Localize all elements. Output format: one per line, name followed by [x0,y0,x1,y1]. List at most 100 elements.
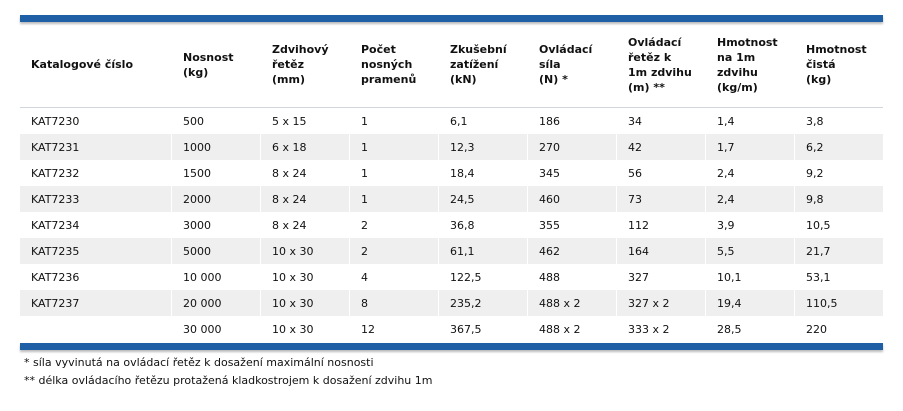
table-cell: KAT7236 [20,264,171,290]
table-cell: 112 [617,212,705,238]
table-cell: 10 x 30 [261,238,349,264]
table-cell: 12,3 [439,134,527,160]
table-cell: 9,8 [795,186,883,212]
table-cell: 18,4 [439,160,527,186]
table-cell: 8 [350,290,438,316]
header-separator [20,107,883,108]
header-text: zdvihu [717,65,758,79]
table-cell: 8 x 24 [261,212,349,238]
header-text: (kg) [806,73,832,86]
table-cell: 110,5 [795,290,883,316]
header-text: (m) ** [628,80,665,94]
table-cell: 5 x 15 [261,108,349,134]
table-cell: 460 [528,186,616,212]
table-cell: 462 [528,238,616,264]
table-cell: 61,1 [439,238,527,264]
table-cell: 20 000 [172,290,260,316]
header-text: Zkušební [450,43,507,56]
table-cell: 8 x 24 [261,160,349,186]
header-cell: Zkušební zatížení (kN) [439,22,527,107]
header-text: řetěz k [628,50,672,64]
header-cell: Počet nosných pramenů [350,22,438,107]
top-bar [20,15,883,22]
table-cell: 500 [172,108,260,134]
header-text: (kg) [183,65,209,79]
table-cell: 1000 [172,134,260,160]
table-cell: 186 [528,108,616,134]
table-cell: 345 [528,160,616,186]
table-cell: KAT7230 [20,108,171,134]
table-cell: 2,4 [706,160,794,186]
table-cell: 1,7 [706,134,794,160]
table-cell: 24,5 [439,186,527,212]
table-cell: 1500 [172,160,260,186]
table-cell: 42 [617,134,705,160]
table-cell: KAT7231 [20,134,171,160]
table-cell: 12 [350,316,438,342]
table-cell: 4 [350,264,438,290]
table-cell: KAT7237 [20,290,171,316]
table-cell: 367,5 [439,316,527,342]
table-cell: 8 x 24 [261,186,349,212]
header-cell: Katalogové číslo [20,22,171,107]
table-cell: 53,1 [795,264,883,290]
header-text: Zdvihový [272,43,329,56]
header-text: Hmotnost [717,35,778,49]
header-cell: Ovládací řetěz k 1m zdvihu (m) ** [617,22,705,107]
header-text: (mm) [272,73,305,86]
table-cell [20,316,171,342]
table-cell: 10 x 30 [261,290,349,316]
table-cell: 327 x 2 [617,290,705,316]
header-cell: Ovládací síla (N) * [528,22,616,107]
header-text: síla [539,58,561,71]
table-cell: 10 x 30 [261,316,349,342]
table-cell: 6,2 [795,134,883,160]
header-cell: Zdvihový řetěz (mm) [261,22,349,107]
table-cell: 488 x 2 [528,290,616,316]
table-cell: 10 000 [172,264,260,290]
table-cell: 1 [350,134,438,160]
header-text: Počet [361,43,396,56]
footnote: ** délka ovládacího řetězu protažená kla… [24,374,433,387]
table-cell: 28,5 [706,316,794,342]
table-cell: 10,5 [795,212,883,238]
table-cell: 56 [617,160,705,186]
table-cell: 30 000 [172,316,260,342]
header-text: řetěz [272,58,305,71]
table-cell: 235,2 [439,290,527,316]
table-cell: 5000 [172,238,260,264]
table-cell: 2,4 [706,186,794,212]
table-cell: 333 x 2 [617,316,705,342]
header-text: na 1m [717,50,756,64]
table-cell: 270 [528,134,616,160]
header-cell: Hmotnost čistá (kg) [795,22,882,107]
table-cell: 122,5 [439,264,527,290]
table-cell: 3,8 [795,108,883,134]
header-text: (kg/m) [717,80,758,94]
table-cell: 2000 [172,186,260,212]
header-text: Ovládací [539,43,593,56]
table-cell: 36,8 [439,212,527,238]
table-cell: 1 [350,160,438,186]
table-cell: 488 [528,264,616,290]
bottom-bar [20,343,883,350]
table-cell: 6,1 [439,108,527,134]
header-text: Katalogové číslo [31,58,134,71]
table-cell: 34 [617,108,705,134]
table-cell: 355 [528,212,616,238]
table-cell: 9,2 [795,160,883,186]
table-cell: 6 x 18 [261,134,349,160]
table-cell: 220 [795,316,883,342]
table-cell: 19,4 [706,290,794,316]
header-text: čistá [806,58,836,71]
header-text: Nosnost [183,50,234,64]
header-text: pramenů [361,73,417,86]
header-text: (N) * [539,73,568,86]
table-cell: KAT7233 [20,186,171,212]
table-cell: KAT7234 [20,212,171,238]
table-cell: 5,5 [706,238,794,264]
header-cell: Hmotnost na 1m zdvihu (kg/m) [706,22,794,107]
header-text: (kN) [450,73,477,86]
header-text: Ovládací [628,35,682,49]
